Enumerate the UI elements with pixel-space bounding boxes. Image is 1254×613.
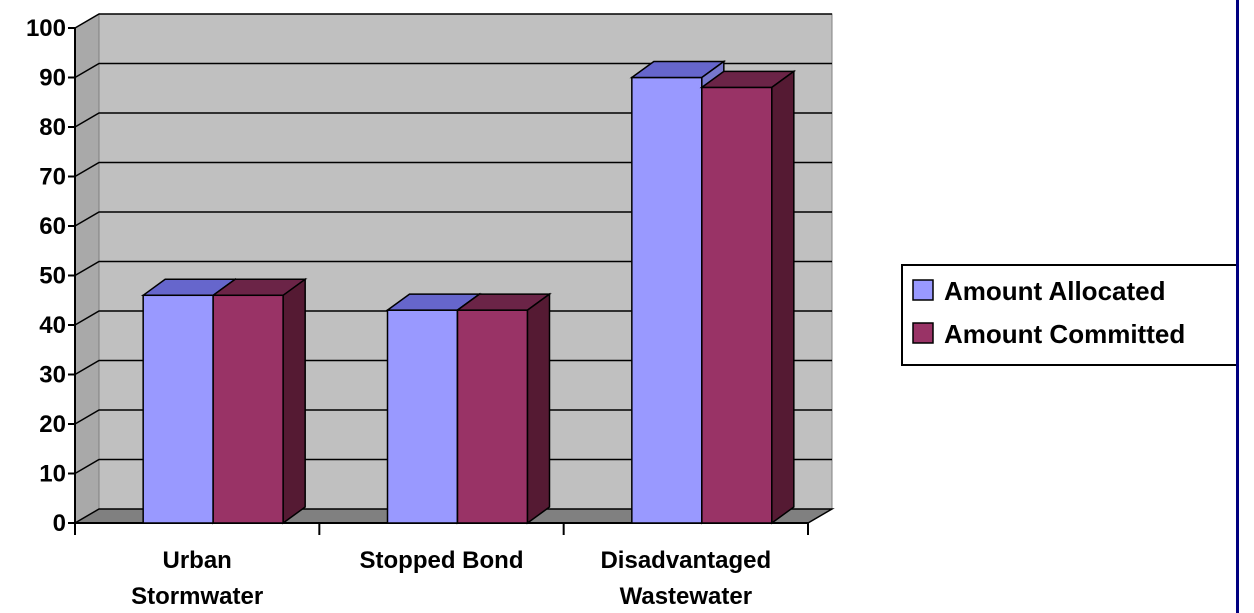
y-tick-label: 90 bbox=[39, 65, 66, 92]
x-category-label: Disadvantaged bbox=[600, 547, 771, 574]
legend-label: Amount Allocated bbox=[944, 276, 1165, 306]
bar-side-face bbox=[771, 69, 795, 525]
gridline bbox=[74, 13, 832, 29]
bar-amount-committed bbox=[456, 309, 529, 524]
x-category-label: Urban bbox=[162, 547, 231, 574]
gridline bbox=[74, 62, 832, 79]
gridline bbox=[74, 458, 832, 475]
bars bbox=[140, 60, 797, 525]
y-tick-label: 70 bbox=[39, 164, 66, 191]
bar-amount-committed bbox=[701, 86, 773, 524]
gridline bbox=[74, 161, 832, 178]
gridline bbox=[74, 359, 832, 376]
y-axis: 0 10 20 30 40 50 60 70 80 90 100 bbox=[26, 15, 76, 537]
gridline bbox=[74, 409, 832, 425]
y-tick-label: 10 bbox=[39, 461, 66, 488]
x-category-label: Stopped Bond bbox=[360, 547, 524, 574]
bar-side-face bbox=[526, 292, 551, 525]
bar-amount-allocated bbox=[386, 309, 459, 524]
y-tick-label: 20 bbox=[39, 411, 66, 438]
gridline bbox=[74, 260, 832, 277]
bar-amount-committed bbox=[212, 294, 284, 524]
legend-label: Amount Committed bbox=[944, 319, 1185, 349]
x-category-label: Wastewater bbox=[620, 583, 753, 610]
y-tick-label: 30 bbox=[39, 362, 66, 389]
legend-swatch bbox=[912, 279, 934, 301]
y-tick-label: 80 bbox=[39, 114, 66, 141]
x-axis: Urban Stormwater Stopped Bond Disadvantaged… bbox=[74, 522, 809, 610]
gridline bbox=[74, 112, 832, 128]
bar-amount-allocated bbox=[631, 76, 703, 524]
bar-amount-allocated bbox=[142, 294, 214, 524]
window-frame-edge bbox=[1236, 0, 1254, 613]
bar-side-face bbox=[282, 277, 306, 525]
y-tick-label: 50 bbox=[39, 263, 66, 290]
legend-box bbox=[901, 264, 1241, 366]
legend-swatch bbox=[912, 322, 934, 344]
y-tick-label: 40 bbox=[39, 312, 66, 339]
gridlines bbox=[74, 13, 832, 475]
y-tick-label: 0 bbox=[53, 510, 66, 537]
gridline bbox=[74, 211, 832, 227]
legend: Amount Allocated Amount Committed bbox=[901, 264, 1241, 366]
gridline bbox=[74, 310, 832, 326]
x-category-label: Stormwater bbox=[131, 583, 263, 610]
y-tick-label: 60 bbox=[39, 213, 66, 240]
y-tick-label: 100 bbox=[26, 15, 66, 42]
